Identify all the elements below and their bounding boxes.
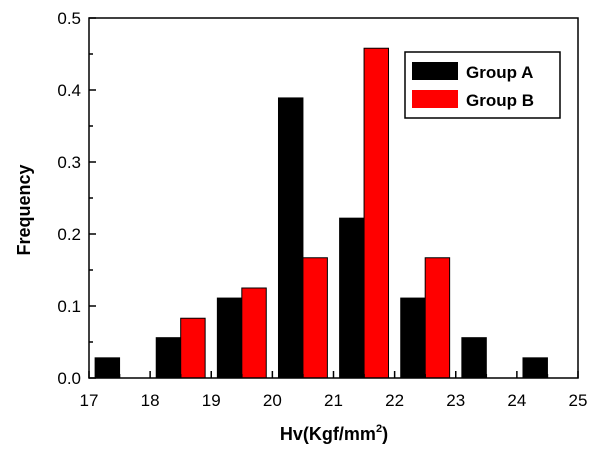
bar-group-b-4 (424, 257, 451, 379)
x-tick-label-19: 19 (202, 391, 221, 410)
legend-label-group-b: Group B (466, 91, 534, 110)
x-tick-label-24: 24 (507, 391, 526, 410)
bar-group-b-3 (363, 47, 390, 379)
x-tick-label-20: 20 (263, 391, 282, 410)
x-tick-label-23: 23 (446, 391, 465, 410)
x-axis-title: Hv(Kgf/mm2) (280, 423, 388, 444)
y-tick-label-0.1: 0.1 (57, 297, 81, 316)
ticks-layer: 17 18 19 20 21 22 23 24 25 0.0 0.1 0.2 0.3 0.4 0.5 (57, 9, 587, 410)
legend-swatch-group-b (412, 90, 458, 108)
y-tick-label-0.5: 0.5 (57, 9, 81, 28)
bar-group-a-5 (400, 297, 426, 379)
legend-label-group-a: Group A (466, 63, 533, 82)
y-tick-label-0.4: 0.4 (57, 81, 81, 100)
y-tick-label-0.3: 0.3 (57, 153, 81, 172)
bar-group-a-7 (522, 357, 548, 379)
y-tick-label-0.2: 0.2 (57, 225, 81, 244)
y-tick-label-0.0: 0.0 (57, 369, 81, 388)
bar-group-a-4 (339, 217, 365, 379)
bar-group-b-2 (302, 257, 328, 379)
bar-group-b-1 (241, 287, 267, 379)
y-axis-title: Frequency (14, 164, 34, 255)
x-axis-title-superscript: 2 (376, 423, 382, 435)
bar-group-a-3 (277, 97, 304, 379)
bar-group-a-0 (94, 357, 121, 379)
x-axis-title-suffix: ) (382, 424, 388, 444)
x-tick-label-25: 25 (569, 391, 588, 410)
x-tick-label-21: 21 (324, 391, 343, 410)
x-tick-label-17: 17 (80, 391, 99, 410)
bar-group-b-0 (180, 317, 206, 379)
bar-group-a-2 (216, 297, 243, 379)
bars-layer (94, 47, 548, 379)
bar-group-a-1 (155, 337, 182, 379)
x-tick-label-22: 22 (385, 391, 404, 410)
bar-group-a-6 (461, 337, 487, 379)
legend-swatch-group-a (412, 62, 458, 80)
x-axis-title-main: Hv(Kgf/mm (280, 424, 376, 444)
legend: Group A Group B (404, 51, 561, 119)
x-tick-label-18: 18 (141, 391, 160, 410)
